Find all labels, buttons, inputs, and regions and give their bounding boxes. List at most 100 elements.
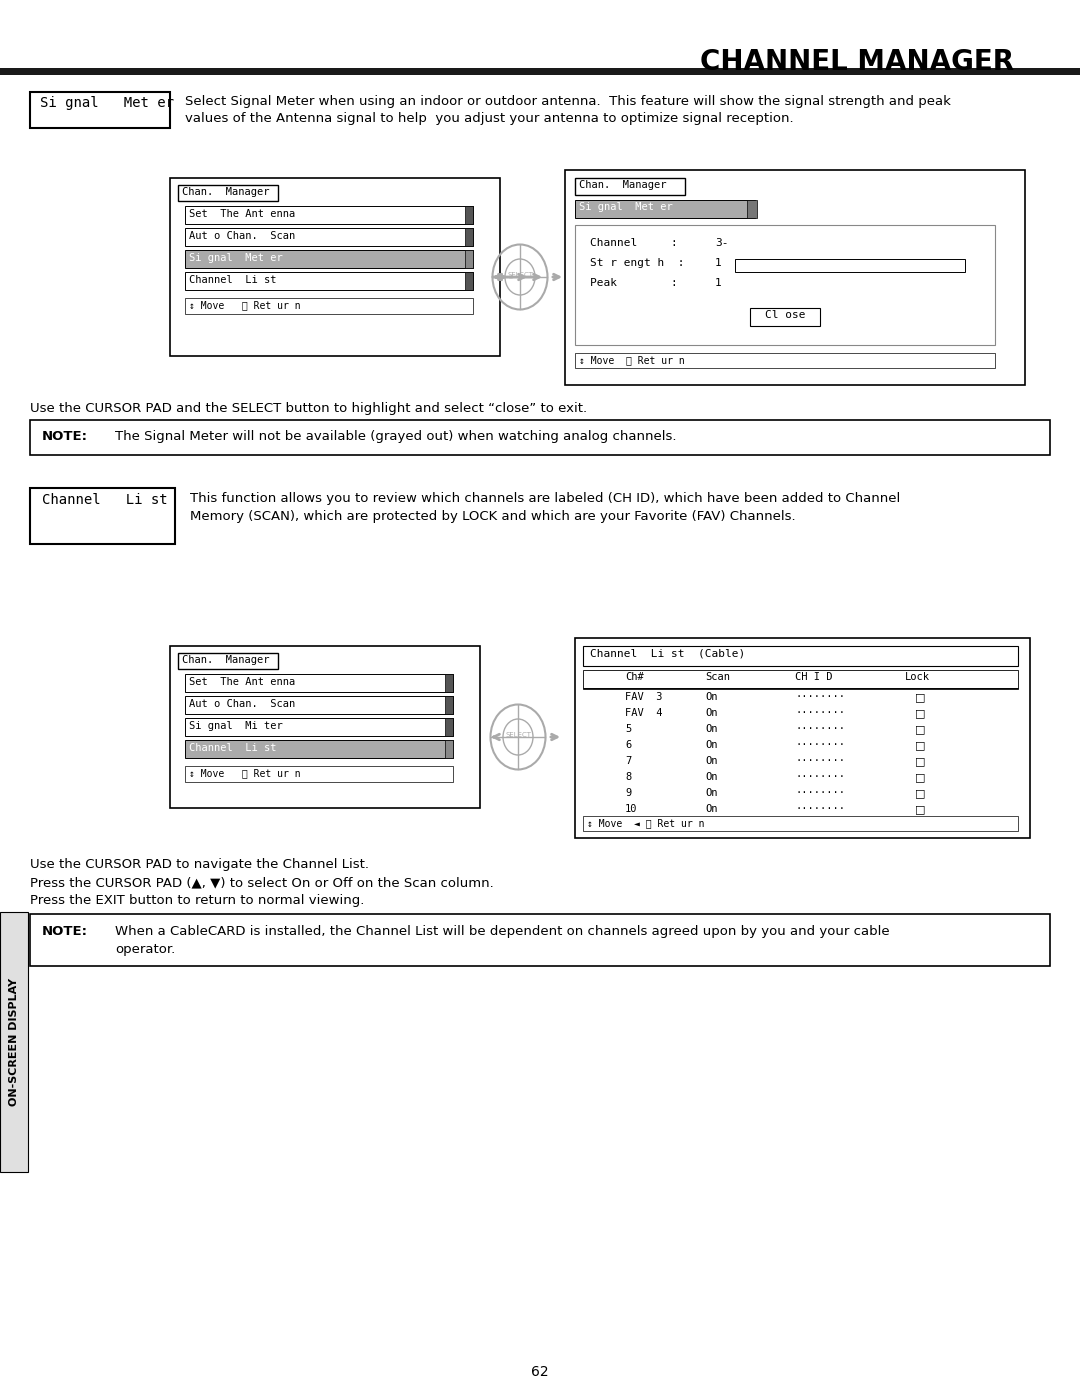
Bar [445,696,453,714]
Text: ↕ Move  Ⓢ Ret ur n: ↕ Move Ⓢ Ret ur n [579,355,685,365]
Text: ········: ········ [795,708,845,718]
Text: Lock: Lock [905,672,930,682]
Bar [185,766,453,782]
Text: ········: ········ [795,805,845,814]
Text: ↕ Move   Ⓢ Ret ur n: ↕ Move Ⓢ Ret ur n [189,768,300,778]
Text: Channel  Li st: Channel Li st [189,743,276,753]
Text: 1: 1 [715,258,721,268]
Text: Select Signal Meter when using an indoor or outdoor antenna.  This feature will : Select Signal Meter when using an indoor… [185,95,950,108]
Text: FAV  4: FAV 4 [625,708,662,718]
Bar [445,740,453,759]
Text: Ch#: Ch# [625,672,644,682]
Text: Channel   Li st: Channel Li st [42,493,167,507]
Bar [185,696,453,714]
Text: 62: 62 [531,1365,549,1379]
Text: On: On [705,692,717,703]
Text: Use the CURSOR PAD and the SELECT button to highlight and select “close” to exit: Use the CURSOR PAD and the SELECT button… [30,402,588,415]
Bar [185,272,473,291]
Bar [185,673,453,692]
Text: St r engt h  :: St r engt h : [590,258,685,268]
Bar [575,177,685,196]
Bar [170,645,480,807]
Text: On: On [705,788,717,798]
Bar [575,200,755,218]
Bar [30,92,170,129]
Text: Channel  Li st: Channel Li st [189,275,276,285]
Text: Aut o Chan.  Scan: Aut o Chan. Scan [189,698,295,710]
Text: Si gnal  Met er: Si gnal Met er [189,253,283,263]
Text: Cl ose: Cl ose [765,310,806,320]
Bar [583,645,1018,666]
Bar [185,205,473,224]
Text: ········: ········ [795,788,845,798]
Text: 7: 7 [625,756,631,766]
Text: ········: ········ [795,724,845,733]
Bar [185,250,473,268]
Bar [178,652,278,669]
Bar [445,673,453,692]
Bar [747,200,757,218]
Text: Set  The Ant enna: Set The Ant enna [189,678,295,687]
Text: Channel     :: Channel : [590,237,678,249]
Text: operator.: operator. [114,943,175,956]
Text: □: □ [915,805,926,814]
Text: 5: 5 [625,724,631,733]
Bar [30,488,175,543]
Bar [565,170,1025,386]
Text: Si gnal  Met er: Si gnal Met er [579,203,673,212]
Text: 9: 9 [625,788,631,798]
Text: SELECT: SELECT [507,272,534,278]
Text: On: On [705,805,717,814]
Bar [170,177,500,356]
Text: ········: ········ [795,692,845,703]
Bar [750,307,820,326]
Text: Peak        :: Peak : [590,278,678,288]
Bar [465,205,473,224]
Text: On: On [705,740,717,750]
Text: □: □ [915,788,926,798]
Text: □: □ [915,773,926,782]
Text: Aut o Chan.  Scan: Aut o Chan. Scan [189,231,295,242]
Text: SELECT: SELECT [505,732,531,738]
Text: 8: 8 [625,773,631,782]
Text: ········: ········ [795,740,845,750]
Text: values of the Antenna signal to help  you adjust your antenna to optimize signal: values of the Antenna signal to help you… [185,112,794,124]
Bar [575,638,1030,838]
Bar [0,912,28,1172]
Text: 10: 10 [625,805,637,814]
Text: Chan.  Manager: Chan. Manager [183,187,270,197]
Bar [30,914,1050,965]
Bar [30,420,1050,455]
Text: □: □ [915,692,926,703]
Text: Chan.  Manager: Chan. Manager [183,655,270,665]
Text: On: On [705,724,717,733]
Text: Press the CURSOR PAD (▲, ▼) to select On or Off on the Scan column.: Press the CURSOR PAD (▲, ▼) to select On… [30,876,494,888]
Text: Press the EXIT button to return to normal viewing.: Press the EXIT button to return to norma… [30,894,364,907]
Text: ········: ········ [795,773,845,782]
Bar [185,740,453,759]
Text: NOTE:: NOTE: [42,430,87,443]
Bar [583,671,1018,687]
Text: □: □ [915,708,926,718]
Text: 6: 6 [625,740,631,750]
Text: ↕ Move  ◄ Ⓢ Ret ur n: ↕ Move ◄ Ⓢ Ret ur n [588,819,704,828]
Text: Set  The Ant enna: Set The Ant enna [189,210,295,219]
Text: When a CableCARD is installed, the Channel List will be dependent on channels ag: When a CableCARD is installed, the Chann… [114,925,890,937]
Text: On: On [705,756,717,766]
Bar [465,250,473,268]
Bar [735,258,966,272]
Bar [575,225,995,345]
Text: Chan.  Manager: Chan. Manager [579,180,666,190]
Text: 3-: 3- [715,237,729,249]
Bar [185,298,473,314]
Bar [185,718,453,736]
Bar [465,228,473,246]
Text: Si gnal   Met er: Si gnal Met er [40,96,174,110]
Bar [185,228,473,246]
Text: ↕ Move   Ⓢ Ret ur n: ↕ Move Ⓢ Ret ur n [189,300,300,310]
Text: ON-SCREEN DISPLAY: ON-SCREEN DISPLAY [9,978,19,1106]
Text: On: On [705,708,717,718]
Text: Use the CURSOR PAD to navigate the Channel List.: Use the CURSOR PAD to navigate the Chann… [30,858,369,870]
Bar [445,718,453,736]
Text: CH I D: CH I D [795,672,833,682]
